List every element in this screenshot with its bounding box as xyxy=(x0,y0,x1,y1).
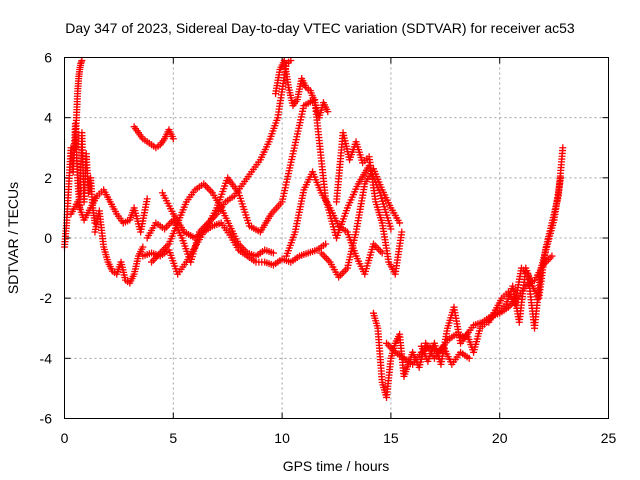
grid-lines xyxy=(64,57,609,419)
data-point xyxy=(559,144,567,152)
x-tick-labels: 0 5 10 15 20 25 xyxy=(61,430,617,446)
series-track-17 xyxy=(485,174,565,332)
x-tick-label: 15 xyxy=(383,430,399,446)
x-tick-label: 10 xyxy=(274,430,290,446)
series-track-6 xyxy=(139,219,330,278)
data-point xyxy=(465,354,473,362)
data-point xyxy=(139,243,147,251)
series-track-4 xyxy=(91,207,147,287)
data-point xyxy=(143,195,151,203)
series-track-9 xyxy=(158,96,395,242)
plot-frame xyxy=(64,57,609,419)
y-tick-label: -4 xyxy=(40,350,53,366)
y-axis-label: SDTVAR / TECUs xyxy=(5,182,21,294)
x-tick-label: 0 xyxy=(61,430,69,446)
series-track-2 xyxy=(71,57,86,152)
x-tick-label: 20 xyxy=(492,430,508,446)
data-point xyxy=(398,228,406,236)
data-point xyxy=(557,174,565,182)
y-tick-label: 6 xyxy=(44,50,52,66)
x-tick-label: 25 xyxy=(601,430,617,446)
data-point xyxy=(387,225,395,233)
series-track-13 xyxy=(333,129,406,278)
series-track-7 xyxy=(143,57,295,266)
data-point xyxy=(287,57,295,65)
data-point xyxy=(322,240,330,248)
data-point xyxy=(324,108,332,116)
data-point xyxy=(78,57,86,65)
y-tick-label: -6 xyxy=(40,411,53,427)
data-point xyxy=(169,135,177,143)
series-track-15 xyxy=(383,252,556,368)
y-tick-label: 4 xyxy=(44,110,52,126)
y-tick-label: 0 xyxy=(44,230,52,246)
series-track-10 xyxy=(272,57,332,122)
data-point xyxy=(548,252,556,260)
y-tick-label: -2 xyxy=(40,290,53,306)
y-tick-labels: -6 -4 -2 0 2 4 6 xyxy=(40,50,53,427)
data-points xyxy=(61,57,567,401)
y-tick-label: 2 xyxy=(44,170,52,186)
data-point xyxy=(396,219,404,227)
data-point xyxy=(269,249,277,257)
chart-title: Day 347 of 2023, Sidereal Day-to-day VTE… xyxy=(65,20,575,36)
series-track-1 xyxy=(61,120,99,251)
x-tick-label: 5 xyxy=(169,430,177,446)
series-track-5 xyxy=(130,123,177,152)
series-track-3 xyxy=(67,186,151,236)
x-axis-label: GPS time / hours xyxy=(283,458,390,474)
